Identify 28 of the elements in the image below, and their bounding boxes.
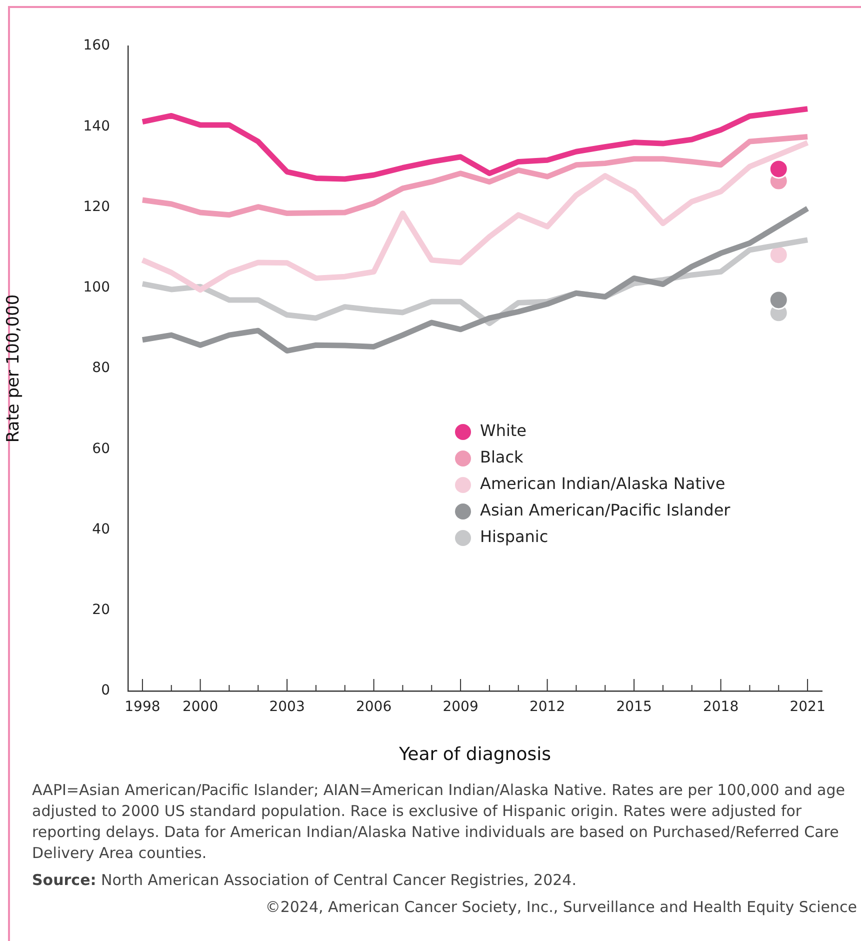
y-tick-label: 100 xyxy=(83,280,110,296)
legend-label: White xyxy=(480,421,527,440)
x-tick-label: 2006 xyxy=(356,699,392,716)
legend-label: Black xyxy=(480,448,524,467)
x-axis-title: Year of diagnosis xyxy=(398,744,551,765)
y-tick-label: 140 xyxy=(83,118,110,134)
legend-label: Asian American/Pacific Islander xyxy=(480,500,731,520)
y-tick-label: 0 xyxy=(101,682,110,699)
x-tick-label: 2000 xyxy=(182,699,218,716)
text: ©2024, American Cancer Society, Inc., Surveillance and Health Equity Science xyxy=(264,897,857,918)
x-tick-label: 2015 xyxy=(616,699,652,716)
x-tick-label: 2018 xyxy=(702,699,739,716)
y-tick-label: 120 xyxy=(83,198,110,215)
x-tick-label: 2009 xyxy=(442,699,478,716)
legend-label: American Indian/Alaska Native xyxy=(480,474,726,494)
y-tick-label: 160 xyxy=(83,38,110,54)
x-tick-label: 1998 xyxy=(124,699,160,716)
x-tick-label: 2003 xyxy=(269,699,305,716)
source-note: Source: North American Association of Central Cancer Registries, 2024. xyxy=(32,870,578,891)
text: AAPI=Asian American/Pacific Islander; AIAN=American Indian/Alaska Native. Rates are per 100,000 and age adjusted to 2000 US standard population. Race is exclusive of Hispanic origin. Rates were adjusted for reporting delays. Data for American Indian/Alaska Native individuals are based on Purchased/Referred Care Delivery Area counties. xyxy=(32,780,846,864)
y-tick-label: 40 xyxy=(92,521,110,538)
y-tick-label: 80 xyxy=(92,360,110,376)
y-tick-label: 20 xyxy=(92,602,110,618)
y-axis-title: Rate per 100,000 xyxy=(4,294,24,443)
x-tick-label: 2012 xyxy=(529,699,566,716)
x-tick-label: 2021 xyxy=(790,699,826,716)
legend-label: Hispanic xyxy=(480,527,548,546)
y-tick-label: 60 xyxy=(92,440,110,457)
